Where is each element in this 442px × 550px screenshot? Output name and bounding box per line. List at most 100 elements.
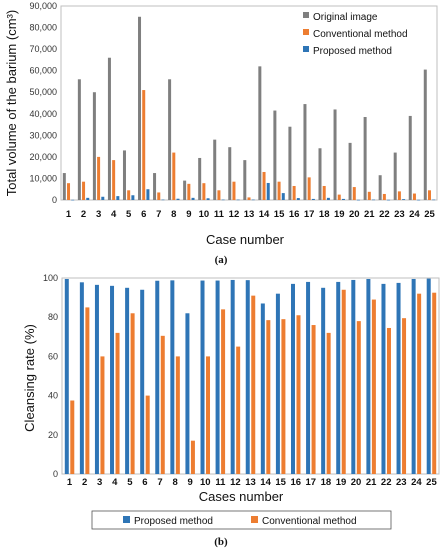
x-category-label: 15 bbox=[275, 477, 286, 488]
bar bbox=[243, 160, 247, 200]
y-tick-label: 30,000 bbox=[29, 130, 57, 140]
legend-label-original: Original image bbox=[313, 12, 378, 23]
bar bbox=[157, 192, 161, 200]
bar bbox=[356, 321, 361, 474]
bar bbox=[245, 280, 250, 474]
bar bbox=[155, 280, 160, 474]
bar bbox=[351, 279, 356, 474]
bar bbox=[100, 356, 105, 474]
x-category-label: 24 bbox=[409, 209, 420, 220]
yticks-a: 0 10,000 20,000 30,000 40,000 50,000 60,000 70,… bbox=[29, 1, 57, 205]
bar bbox=[217, 190, 221, 200]
bar bbox=[185, 313, 190, 474]
bar bbox=[221, 199, 225, 201]
bar bbox=[247, 197, 251, 200]
x-category-label: 5 bbox=[126, 209, 132, 220]
x-category-label: 16 bbox=[289, 209, 300, 220]
x-category-label: 2 bbox=[81, 209, 86, 220]
bar bbox=[386, 327, 391, 474]
x-category-label: 14 bbox=[259, 209, 270, 220]
y-tick-label: 0 bbox=[52, 195, 57, 205]
bar bbox=[153, 173, 157, 200]
bar bbox=[275, 293, 280, 474]
chart-a: 0 10,000 20,000 30,000 40,000 50,000 60,000 70,… bbox=[4, 1, 438, 266]
bar bbox=[321, 287, 326, 474]
bar bbox=[183, 180, 187, 200]
x-category-label: 12 bbox=[230, 477, 241, 488]
bar bbox=[115, 332, 120, 474]
bar bbox=[175, 356, 180, 474]
bar bbox=[200, 280, 205, 474]
x-category-label: 18 bbox=[321, 477, 332, 488]
y-tick-label: 60 bbox=[48, 351, 58, 361]
plot-area-b bbox=[61, 277, 440, 475]
bar bbox=[101, 196, 105, 200]
bar bbox=[382, 193, 386, 200]
panel-label-a: (a) bbox=[215, 254, 228, 266]
x-category-label: 15 bbox=[274, 209, 285, 220]
x-category-label: 7 bbox=[156, 209, 161, 220]
bar bbox=[260, 303, 265, 474]
x-category-label: 4 bbox=[111, 209, 117, 220]
bar bbox=[161, 199, 165, 201]
bars-b bbox=[64, 278, 437, 474]
bar bbox=[423, 69, 427, 200]
bars-a bbox=[62, 16, 436, 201]
bar bbox=[292, 185, 296, 200]
legend-swatch-proposed-a bbox=[303, 46, 309, 52]
bar bbox=[341, 289, 346, 474]
bar bbox=[110, 285, 115, 474]
bar bbox=[92, 92, 96, 200]
y-tick-label: 40,000 bbox=[29, 109, 57, 119]
y-tick-label: 80 bbox=[48, 312, 58, 322]
legend-b: Proposed method Conventional method bbox=[91, 510, 392, 530]
y-tick-label: 60,000 bbox=[29, 66, 57, 76]
bar bbox=[232, 181, 236, 200]
y-tick-label: 90,000 bbox=[29, 1, 57, 11]
bar bbox=[303, 104, 307, 200]
x-category-label: 11 bbox=[214, 209, 225, 220]
bar bbox=[202, 183, 206, 200]
bar bbox=[67, 183, 71, 200]
x-category-label: 5 bbox=[127, 477, 133, 488]
y-tick-label: 20,000 bbox=[29, 152, 57, 162]
bar bbox=[266, 182, 270, 200]
bar bbox=[427, 190, 431, 200]
x-axis-title-a: Case number bbox=[206, 232, 285, 247]
bar bbox=[86, 197, 90, 200]
y-tick-label: 80,000 bbox=[29, 23, 57, 33]
x-category-label: 9 bbox=[188, 477, 193, 488]
legend-swatch-original bbox=[303, 12, 309, 18]
y-tick-label: 10,000 bbox=[29, 173, 57, 183]
bar bbox=[130, 313, 135, 474]
bar bbox=[168, 79, 172, 200]
x-axis-title-b: Cases number bbox=[199, 489, 284, 504]
bar bbox=[281, 319, 286, 474]
y-axis-title-b: Cleansing rate (%) bbox=[22, 324, 37, 432]
x-category-label: 6 bbox=[141, 209, 146, 220]
x-category-label: 2 bbox=[82, 477, 87, 488]
x-category-label: 19 bbox=[334, 209, 345, 220]
bar bbox=[402, 318, 407, 474]
bar bbox=[378, 175, 382, 200]
bar bbox=[251, 199, 255, 201]
bar bbox=[187, 183, 191, 200]
bar bbox=[127, 190, 131, 200]
bar bbox=[393, 152, 397, 200]
legend-label-conventional-a: Conventional method bbox=[313, 29, 408, 40]
legend-label-proposed-b: Proposed method bbox=[134, 516, 213, 527]
bar bbox=[352, 187, 356, 200]
bar bbox=[411, 278, 416, 474]
x-category-label: 1 bbox=[67, 477, 73, 488]
bar bbox=[326, 332, 331, 474]
x-category-label: 12 bbox=[229, 209, 240, 220]
bar bbox=[381, 283, 386, 474]
xcats-b: 1 2 3 4 5 6 7 8 9 10 11 12 13 14 15 16 17 18 19 20 21 22 23 24 2… bbox=[67, 477, 438, 488]
bar bbox=[372, 199, 376, 201]
bar bbox=[251, 295, 256, 474]
y-tick-label: 20 bbox=[48, 430, 58, 440]
bar bbox=[307, 177, 311, 200]
bar bbox=[236, 346, 241, 474]
